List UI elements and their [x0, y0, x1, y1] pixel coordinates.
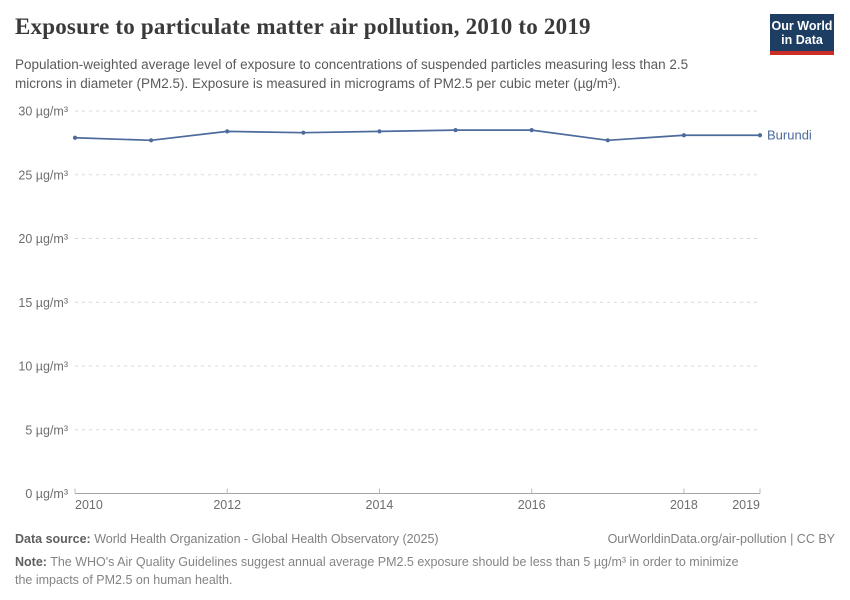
data-point-marker — [681, 133, 686, 138]
data-point-marker — [757, 133, 763, 138]
footnote-label: Note: — [15, 555, 47, 569]
page-title: Exposure to particulate matter air pollu… — [15, 14, 591, 39]
y-axis-tick-label: 20 µg/m³ — [18, 232, 68, 246]
data-point-marker — [453, 128, 458, 133]
x-axis-tick-label: 2016 — [518, 498, 546, 512]
y-axis-tick-label: 5 µg/m³ — [25, 423, 68, 437]
license-link[interactable]: OurWorldinData.org/air-pollution | CC BY — [607, 532, 835, 546]
y-axis-tick-label: 30 µg/m³ — [18, 105, 68, 119]
y-axis-tick-label: 10 µg/m³ — [18, 360, 68, 374]
series-line — [74, 129, 760, 142]
data-point-marker — [72, 135, 78, 140]
chart-footer: Data source: World Health Organization -… — [15, 531, 835, 589]
data-point-marker — [149, 138, 154, 143]
data-source: Data source: World Health Organization -… — [15, 531, 439, 548]
y-axis-tick-label: 15 µg/m³ — [18, 296, 68, 310]
x-axis-tick-label: 2014 — [366, 498, 394, 512]
data-point-marker — [225, 129, 230, 134]
data-source-text: World Health Organization - Global Healt… — [90, 532, 439, 546]
y-axis-tick-label: 0 µg/m³ — [25, 487, 68, 501]
owid-logo-line1: Our World — [771, 19, 833, 33]
x-axis-tick-label: 2018 — [670, 498, 698, 512]
x-axis-tick-label: 2010 — [75, 498, 103, 512]
data-source-label: Data source: — [15, 532, 91, 546]
owid-logo: Our World in Data — [770, 14, 834, 55]
x-axis-tick-label: 2012 — [213, 498, 241, 512]
y-axis-tick-label: 25 µg/m³ — [18, 168, 68, 182]
data-point-marker — [605, 138, 610, 143]
data-point-marker — [377, 129, 382, 134]
owid-logo-line2: in Data — [781, 33, 823, 47]
data-point-marker — [301, 130, 306, 135]
footnote: Note: The WHO's Air Quality Guidelines s… — [15, 553, 757, 589]
chart-subtitle: Population-weighted average level of exp… — [15, 57, 689, 91]
series-end-label: Burundi — [767, 128, 812, 143]
footnote-text: The WHO's Air Quality Guidelines suggest… — [15, 555, 739, 587]
x-axis-tick-label: 2019 — [732, 498, 760, 512]
data-point-marker — [529, 128, 534, 133]
